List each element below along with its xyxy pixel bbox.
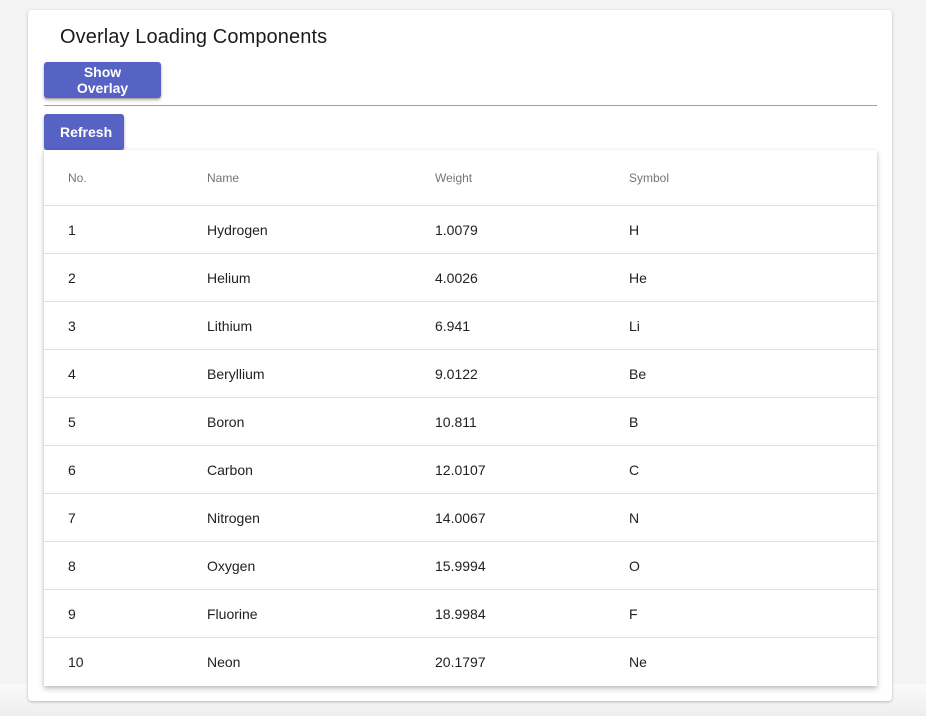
table-row: 2 Helium 4.0026 He bbox=[44, 253, 877, 302]
cell-name: Hydrogen bbox=[207, 205, 435, 254]
cell-weight: 10.811 bbox=[435, 397, 629, 446]
cell-weight: 1.0079 bbox=[435, 205, 629, 254]
table-row: 7 Nitrogen 14.0067 N bbox=[44, 493, 877, 542]
cell-no: 8 bbox=[44, 541, 207, 590]
column-header-no: No. bbox=[44, 150, 207, 206]
cell-symbol: B bbox=[629, 397, 877, 446]
main-card: Overlay Loading Components Show Overlay … bbox=[28, 10, 892, 701]
cell-no: 2 bbox=[44, 253, 207, 302]
column-header-name: Name bbox=[207, 150, 435, 206]
refresh-button[interactable]: Refresh bbox=[44, 114, 124, 150]
table-row: 9 Fluorine 18.9984 F bbox=[44, 589, 877, 638]
elements-table-container: No. Name Weight Symbol 1 Hydrogen 1.0079… bbox=[44, 150, 877, 686]
cell-symbol: Be bbox=[629, 349, 877, 398]
cell-symbol: Ne bbox=[629, 653, 647, 670]
table-row: 4 Beryllium 9.0122 Be bbox=[44, 349, 877, 398]
table-row: 1 Hydrogen 1.0079 H bbox=[44, 205, 877, 254]
table-row: 6 Carbon 12.0107 C bbox=[44, 445, 877, 494]
cell-weight: 14.0067 bbox=[435, 493, 629, 542]
cell-name: Fluorine bbox=[207, 589, 435, 638]
cell-no: 1 bbox=[44, 205, 207, 254]
divider bbox=[44, 105, 877, 106]
cell-name: Nitrogen bbox=[207, 493, 435, 542]
cell-symbol: H bbox=[629, 205, 877, 254]
table-row: 10 Neon 20.1797 Ne bbox=[44, 638, 877, 686]
cell-no: 4 bbox=[44, 349, 207, 398]
cell-symbol: He bbox=[629, 253, 877, 302]
table-row: 3 Lithium 6.941 Li bbox=[44, 301, 877, 350]
cell-name: Helium bbox=[207, 253, 435, 302]
page-title: Overlay Loading Components bbox=[60, 26, 328, 48]
table-row: 8 Oxygen 15.9994 O bbox=[44, 541, 877, 590]
cell-name: Neon bbox=[207, 653, 241, 670]
cell-no: 3 bbox=[44, 301, 207, 350]
cell-weight: 6.941 bbox=[435, 301, 629, 350]
cell-symbol: O bbox=[629, 541, 877, 590]
cell-weight: 4.0026 bbox=[435, 253, 629, 302]
cell-name: Lithium bbox=[207, 301, 435, 350]
cell-name: Oxygen bbox=[207, 541, 435, 590]
cell-weight: 12.0107 bbox=[435, 445, 629, 494]
table-row: 5 Boron 10.811 B bbox=[44, 397, 877, 446]
cell-weight: 9.0122 bbox=[435, 349, 629, 398]
elements-table: No. Name Weight Symbol 1 Hydrogen 1.0079… bbox=[44, 150, 877, 685]
cell-no: 10 bbox=[68, 653, 84, 670]
column-header-weight: Weight bbox=[435, 150, 629, 206]
cell-no: 9 bbox=[44, 589, 207, 638]
cell-no: 5 bbox=[44, 397, 207, 446]
cell-symbol: Li bbox=[629, 301, 877, 350]
cell-name: Beryllium bbox=[207, 349, 435, 398]
cell-symbol: C bbox=[629, 445, 877, 494]
cell-no: 7 bbox=[44, 493, 207, 542]
cell-name: Boron bbox=[207, 397, 435, 446]
cell-no: 6 bbox=[44, 445, 207, 494]
table-header-row: No. Name Weight Symbol bbox=[44, 150, 877, 206]
cell-name: Carbon bbox=[207, 445, 435, 494]
cell-weight: 18.9984 bbox=[435, 589, 629, 638]
cell-weight: 20.1797 bbox=[435, 653, 486, 670]
cell-symbol: N bbox=[629, 493, 877, 542]
show-overlay-button[interactable]: Show Overlay bbox=[44, 62, 161, 98]
cell-symbol: F bbox=[629, 589, 877, 638]
cell-weight: 15.9994 bbox=[435, 541, 629, 590]
column-header-symbol: Symbol bbox=[629, 150, 877, 206]
